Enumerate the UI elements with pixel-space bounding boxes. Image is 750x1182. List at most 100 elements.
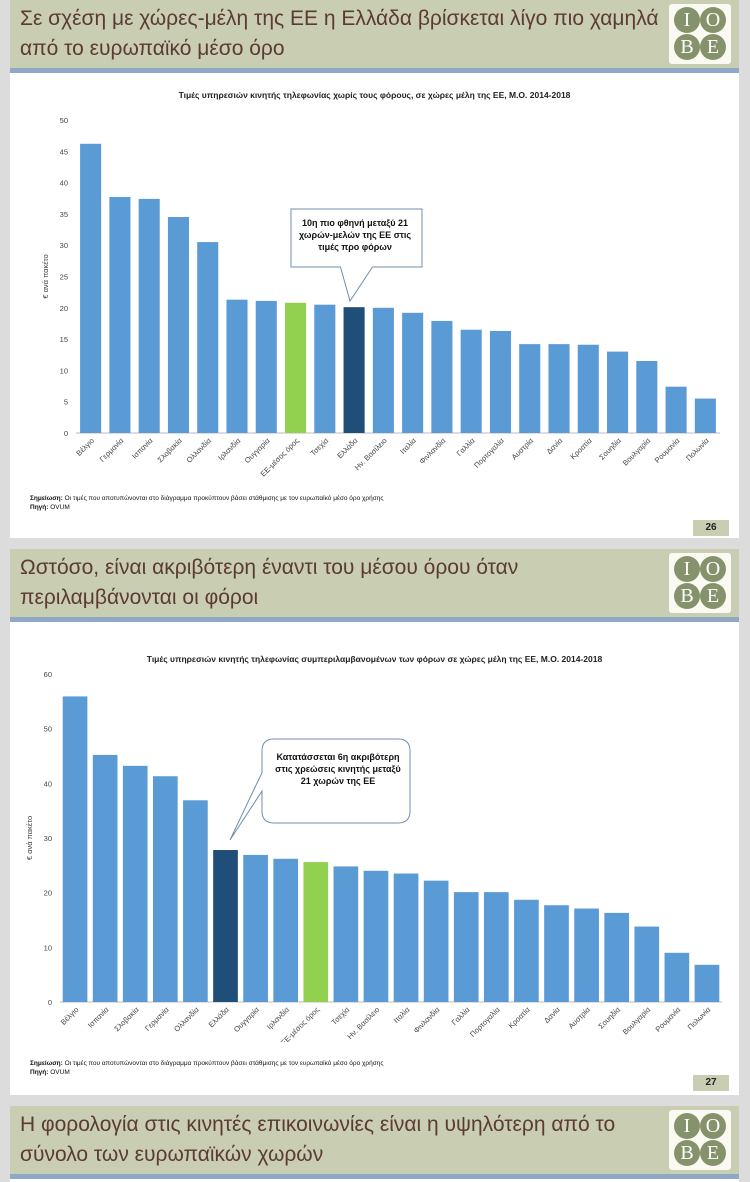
logo-letter: O <box>700 1113 726 1139</box>
y-tick-label: 15 <box>60 335 68 344</box>
bar <box>183 800 208 1002</box>
slide-28: Η φορολογία στις κινητές επικοινωνίες εί… <box>10 1106 739 1182</box>
bar <box>273 858 299 1002</box>
x-tick-label: Ιρλανδία <box>216 436 243 463</box>
x-tick-label: Ουγγαρία <box>243 436 272 465</box>
bar <box>577 344 599 433</box>
x-tick-label: Κροατία <box>568 436 594 462</box>
chart-prices-incl-tax: Τιμές υπηρεσιών κινητής τηλεφωνίας συμπε… <box>25 654 722 1042</box>
y-tick-label: 0 <box>48 998 52 1007</box>
source-label: Πηγή: <box>30 1069 49 1076</box>
note-text: Οι τιμές που αποτυπώνονται στο διάγραμμα… <box>62 1060 384 1067</box>
bar <box>226 299 248 433</box>
bar <box>285 302 307 433</box>
slide-header: Ωστόσο, είναι ακριβότερη έναντι του μέσο… <box>10 549 739 617</box>
bar <box>431 320 453 433</box>
bar <box>343 307 365 433</box>
bar <box>694 398 716 433</box>
chart-title: Τιμές υπηρεσιών κινητής τηλεφωνίας συμπε… <box>147 654 603 664</box>
callout-box <box>229 738 411 841</box>
logo-letter: B <box>674 583 700 609</box>
x-tick-label: Τσεχία <box>330 1005 352 1027</box>
bar <box>333 866 359 1002</box>
bar <box>243 854 268 1002</box>
note-text: Οι τιμές που αποτυπώνονται στο διάγραμμα… <box>62 495 384 502</box>
bar <box>574 908 599 1002</box>
bar <box>314 304 336 433</box>
slide-header: Η φορολογία στις κινητές επικοινωνίες εί… <box>10 1106 739 1174</box>
bar <box>489 330 511 433</box>
x-tick-label: Δανία <box>542 1005 562 1025</box>
x-tick-label: Σουηδία <box>597 436 623 462</box>
slide-header: Σε σχέση με χώρες-μέλη της ΕΕ η Ελλάδα β… <box>10 0 739 68</box>
y-tick-label: 25 <box>60 273 68 282</box>
bar <box>138 198 160 433</box>
x-tick-label: Αυστρία <box>567 1005 593 1031</box>
x-tick-label: Τσεχία <box>309 436 331 458</box>
bar <box>453 892 479 1002</box>
x-tick-label: Πορτογαλία <box>472 436 506 470</box>
y-tick-label: 40 <box>44 779 52 788</box>
x-tick-label: Ην. Βασίλειο <box>345 1005 381 1041</box>
page-number: 26 <box>693 520 729 536</box>
y-tick-label: 35 <box>60 210 68 219</box>
x-tick-label: Αυστρία <box>510 436 536 462</box>
source-text: OVUM <box>48 1069 70 1076</box>
logo-letter: B <box>674 1140 700 1166</box>
logo-letter: E <box>700 583 726 609</box>
x-tick-label: Ρουμανία <box>654 1005 683 1034</box>
bar <box>167 217 189 433</box>
bar <box>665 386 687 433</box>
bar <box>402 312 424 433</box>
logo-letter: E <box>700 34 726 60</box>
y-tick-label: 0 <box>64 429 68 438</box>
chart-note: Σημείωση: Οι τιμές που αποτυπώνονται στο… <box>30 1059 384 1077</box>
x-tick-label: Σλοβακία <box>156 436 185 465</box>
x-tick-label: Γερμανία <box>98 436 126 464</box>
callout-text: Κατατάσσεται 6η ακριβότερη στις χρεώσεις… <box>275 752 401 786</box>
bar <box>634 926 660 1002</box>
x-tick-label: Γερμανία <box>143 1005 171 1033</box>
bar <box>255 300 277 433</box>
note-label: Σημείωση: <box>30 1060 63 1067</box>
callout-text: 10η πιο φθηνή μεταξύ 21 χωρών-μελών της … <box>298 218 412 252</box>
bar <box>363 870 389 1002</box>
bar <box>694 964 720 1002</box>
bar <box>607 351 629 433</box>
y-tick-label: 5 <box>64 398 68 407</box>
logo-letter: I <box>674 1113 700 1139</box>
x-tick-label: Ισπανία <box>130 436 155 461</box>
header-rule <box>10 1174 739 1179</box>
y-axis-label: € ανά πακέτο <box>25 816 34 860</box>
x-tick-label: Σουηδία <box>596 1005 622 1031</box>
x-tick-label: Δανία <box>545 436 565 456</box>
bar <box>519 344 541 433</box>
bar <box>109 196 131 433</box>
logo-letter: O <box>700 556 726 582</box>
y-tick-label: 30 <box>60 241 68 250</box>
x-tick-label: Ολλανδία <box>185 436 214 465</box>
y-tick-label: 20 <box>44 889 52 898</box>
bar <box>372 307 394 433</box>
x-tick-label: Ιταλία <box>398 436 418 456</box>
x-tick-label: Βέλγιο <box>74 436 96 458</box>
bar <box>544 905 569 1002</box>
bar <box>213 850 238 1002</box>
x-tick-label: Ελλάδα <box>335 436 360 461</box>
logo-letter: O <box>700 7 726 33</box>
chart-prices-excl-tax: Τιμές υπηρεσιών κινητής τηλεφωνίας χωρίς… <box>41 90 720 478</box>
logo-letter: B <box>674 34 700 60</box>
x-tick-label: Φινλανδία <box>417 436 447 466</box>
y-axis-label: € ανά πακέτο <box>41 254 50 298</box>
x-tick-label: Ιταλία <box>392 1005 412 1025</box>
x-tick-label: Πορτογαλία <box>468 1005 502 1039</box>
header-rule <box>10 617 739 622</box>
iobe-logo: I O B E <box>669 1110 731 1170</box>
logo-letter: I <box>674 7 700 33</box>
bar <box>80 143 102 433</box>
x-tick-label: Ελλάδα <box>207 1005 232 1030</box>
slide-title: Η φορολογία στις κινητές επικοινωνίες εί… <box>20 1113 616 1166</box>
y-tick-label: 10 <box>44 943 52 952</box>
slide-27: Ωστόσο, είναι ακριβότερη έναντι του μέσο… <box>10 549 739 1095</box>
chart-note: Σημείωση: Οι τιμές που αποτυπώνονται στο… <box>30 494 384 512</box>
